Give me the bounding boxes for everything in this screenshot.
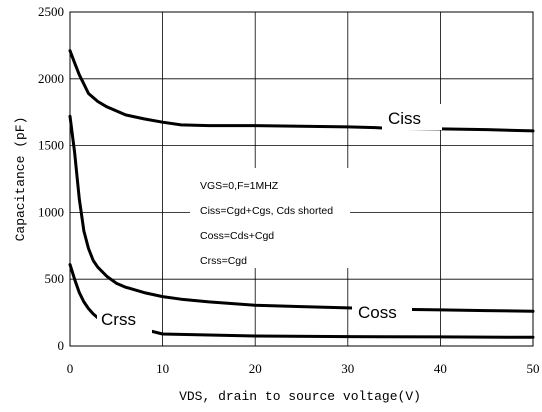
- series-label-crss: Crss: [101, 310, 136, 329]
- series-label-coss: Coss: [358, 303, 397, 322]
- y-tick-label: 500: [45, 271, 65, 286]
- y-tick-label: 2000: [38, 71, 64, 86]
- series-label-ciss: Ciss: [388, 109, 421, 128]
- y-tick-label: 2500: [38, 4, 64, 19]
- y-tick-label: 1000: [38, 204, 64, 219]
- x-tick-label: 10: [156, 361, 169, 376]
- y-tick-label: 0: [58, 338, 65, 353]
- x-axis-title: VDS, drain to source voltage(V): [179, 389, 421, 404]
- x-tick-label: 0: [67, 361, 74, 376]
- x-tick-label: 30: [341, 361, 354, 376]
- series-line-ciss: [70, 51, 533, 131]
- x-tick-label: 50: [527, 361, 540, 376]
- annotation-line-3: Coss=Cds+Cgd: [200, 230, 274, 242]
- y-axis-title: Capacitance (pF): [13, 117, 28, 242]
- x-tick-label: 20: [249, 361, 262, 376]
- y-tick-label: 1500: [38, 138, 64, 153]
- annotation-line-4: Crss=Cgd: [200, 255, 247, 267]
- x-tick-label: 40: [434, 361, 447, 376]
- annotation-line-2: Ciss=Cgd+Cgs, Cds shorted: [200, 205, 333, 217]
- annotation-line-1: VGS=0,F=1MHZ: [200, 180, 279, 192]
